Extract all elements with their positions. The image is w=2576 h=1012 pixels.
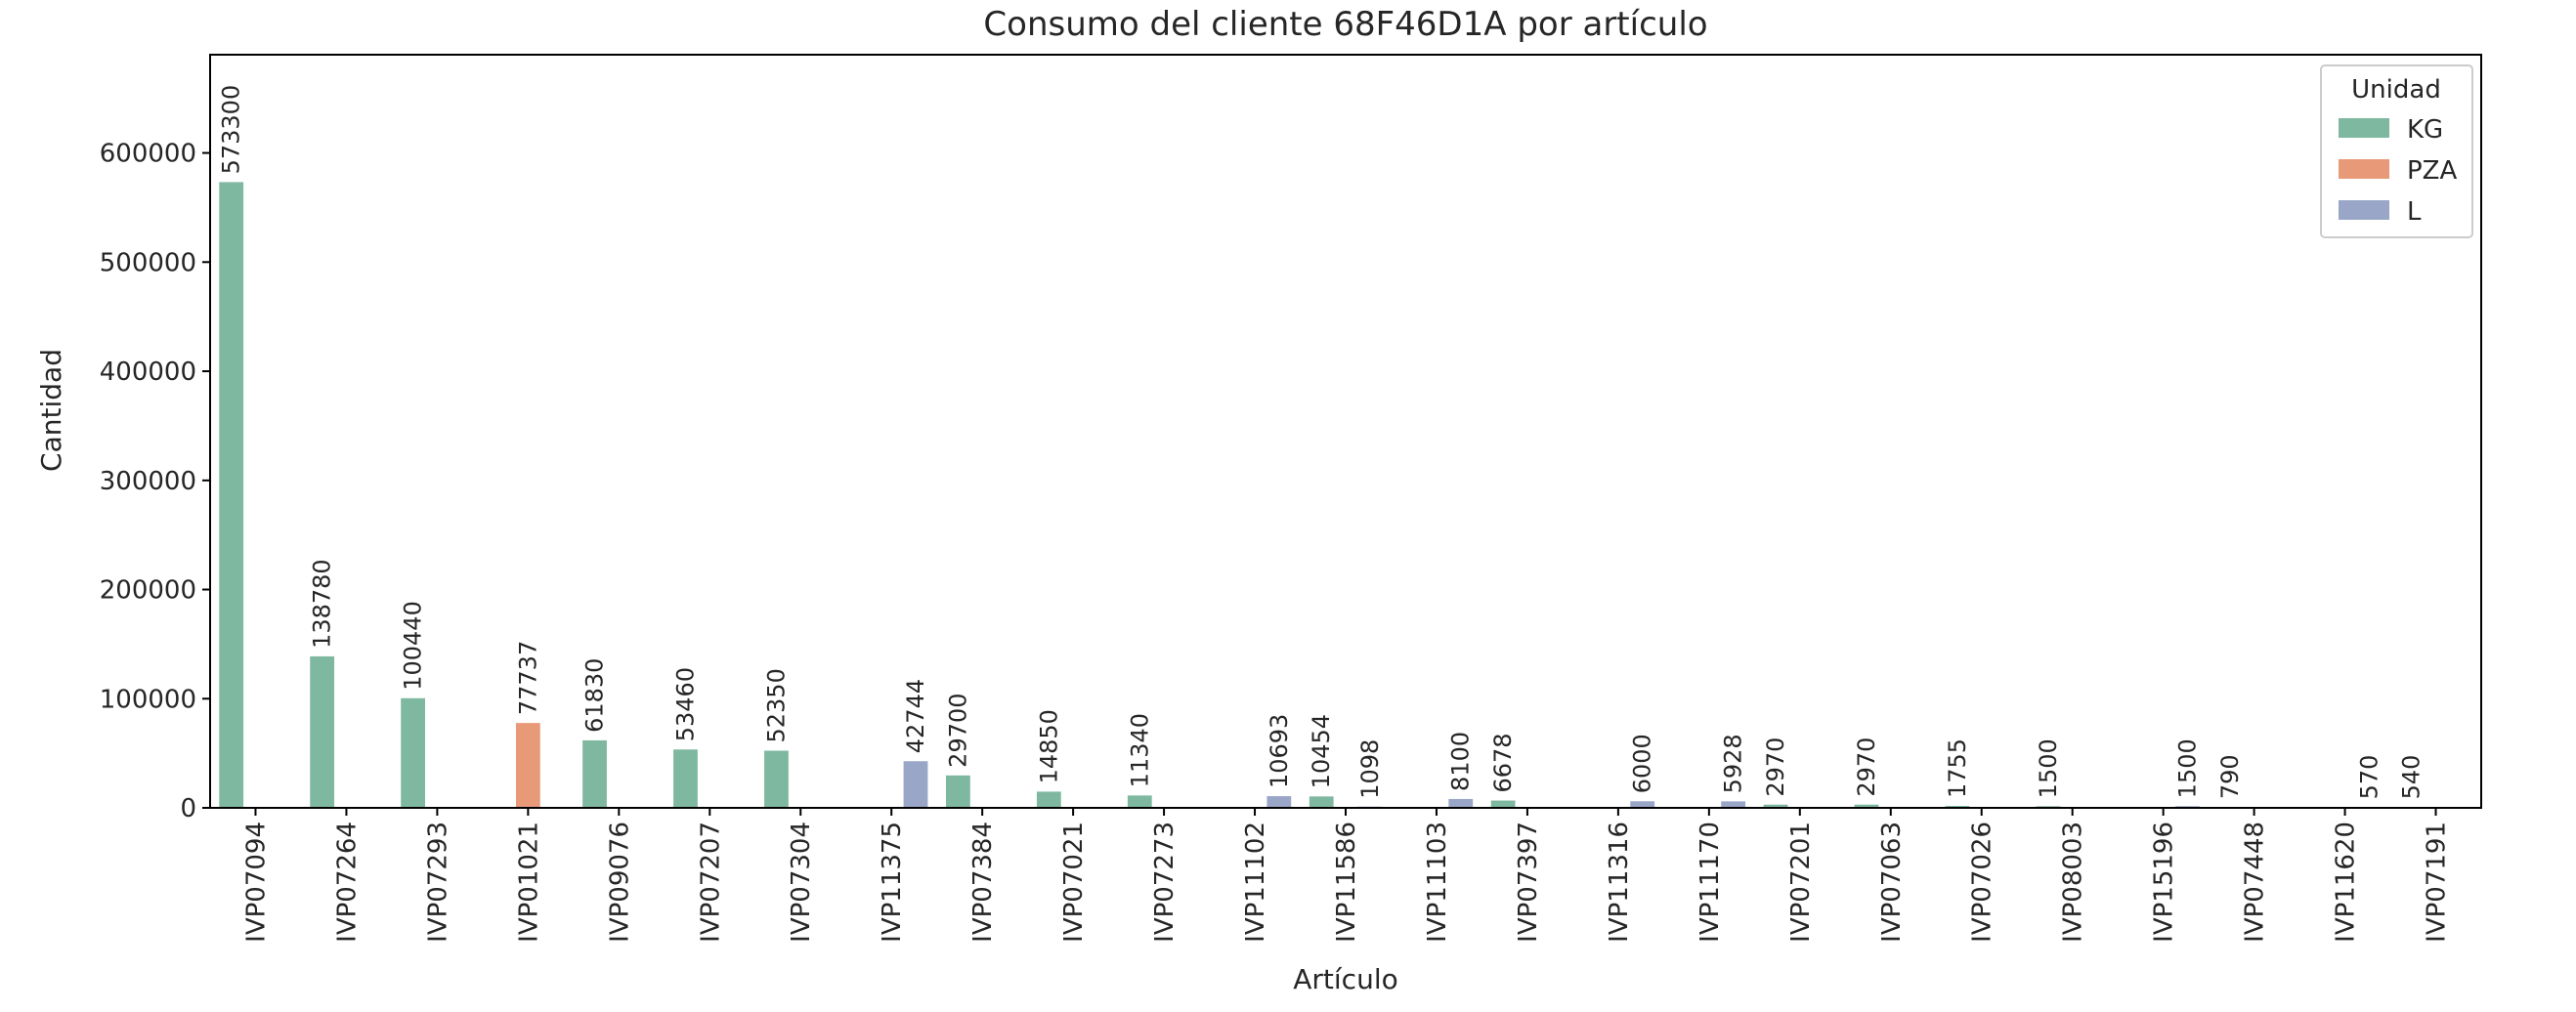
bar-value-label: 5928 bbox=[1720, 734, 1747, 793]
bar-value-label: 14850 bbox=[1035, 709, 1062, 783]
bar bbox=[903, 761, 928, 808]
bar-value-label: 42744 bbox=[902, 679, 929, 753]
x-axis-label: Artículo bbox=[1293, 963, 1397, 995]
x-tick-label: IVP07304 bbox=[787, 822, 816, 943]
legend-swatch bbox=[2339, 200, 2389, 220]
y-tick-label: 200000 bbox=[100, 576, 196, 606]
bar-value-label: 52350 bbox=[762, 668, 790, 742]
y-tick-label: 300000 bbox=[100, 467, 196, 496]
chart-title: Consumo del cliente 68F46D1A por artícul… bbox=[983, 5, 1707, 44]
x-tick-label: IVP01021 bbox=[514, 822, 543, 943]
x-tick-label: IVP07021 bbox=[1059, 822, 1089, 943]
bar bbox=[1854, 804, 1879, 808]
bar bbox=[1309, 796, 1334, 808]
x-tick-label: IVP09076 bbox=[605, 822, 634, 943]
x-tick-label: IVP07448 bbox=[2241, 822, 2270, 943]
x-tick-label: IVP07264 bbox=[332, 822, 362, 943]
bar bbox=[1036, 791, 1061, 808]
bar bbox=[582, 739, 607, 808]
y-tick-label: 600000 bbox=[100, 140, 196, 169]
bar bbox=[673, 749, 698, 808]
legend: Unidad KG PZA L bbox=[2320, 64, 2473, 238]
x-tick-label: IVP08003 bbox=[2059, 822, 2088, 943]
x-tick-label: IVP07026 bbox=[1968, 822, 1997, 943]
x-tick-label: IVP07397 bbox=[1514, 822, 1543, 943]
y-tick-label: 400000 bbox=[100, 358, 196, 387]
x-tick-label: IVP11170 bbox=[1696, 822, 1725, 943]
bar-value-label: 77737 bbox=[514, 641, 541, 715]
legend-swatch bbox=[2339, 118, 2389, 138]
bar bbox=[945, 775, 970, 808]
bar-value-label: 1500 bbox=[2173, 738, 2201, 798]
bar bbox=[1490, 800, 1516, 808]
bar bbox=[1127, 795, 1152, 808]
bar-value-label: 1755 bbox=[1944, 738, 1971, 798]
x-tick-label: IVP07207 bbox=[696, 822, 725, 943]
y-axis-label: Cantidad bbox=[35, 349, 67, 472]
y-tick-label: 500000 bbox=[100, 248, 196, 277]
x-tick-label: IVP11620 bbox=[2332, 822, 2361, 943]
x-tick-label: IVP07293 bbox=[423, 822, 452, 943]
legend-box bbox=[2320, 64, 2473, 238]
bar-value-label: 11340 bbox=[1126, 713, 1153, 787]
bar-value-label: 10693 bbox=[1266, 714, 1293, 788]
bar bbox=[1630, 801, 1655, 808]
bar bbox=[219, 182, 244, 809]
y-tick-label: 100000 bbox=[100, 685, 196, 714]
bar-value-label: 138780 bbox=[309, 559, 336, 649]
x-tick-label: IVP11375 bbox=[878, 822, 907, 943]
bar-value-label: 790 bbox=[2216, 754, 2244, 799]
y-tick-label: 0 bbox=[180, 794, 196, 823]
bar-value-label: 100440 bbox=[400, 601, 427, 691]
x-tick-label: IVP15196 bbox=[2150, 822, 2179, 943]
bar bbox=[515, 723, 540, 808]
bar bbox=[1448, 798, 1474, 808]
x-tick-label: IVP11316 bbox=[1605, 822, 1634, 943]
bar bbox=[401, 697, 426, 808]
legend-label: L bbox=[2407, 197, 2422, 227]
legend-label: KG bbox=[2407, 115, 2443, 145]
bar bbox=[1267, 796, 1292, 808]
bar-value-label: 8100 bbox=[1447, 732, 1475, 791]
bar-value-label: 6678 bbox=[1489, 733, 1517, 792]
bar-value-label: 10454 bbox=[1308, 714, 1335, 788]
x-tick-label: IVP07273 bbox=[1150, 822, 1180, 943]
legend-title: Unidad bbox=[2351, 75, 2441, 105]
bar-value-label: 2970 bbox=[1762, 738, 1789, 797]
x-tick-label: IVP11586 bbox=[1332, 822, 1361, 943]
x-tick-label: IVP11102 bbox=[1241, 822, 1270, 943]
x-tick-label: IVP07384 bbox=[968, 822, 998, 943]
bar-value-label: 6000 bbox=[1629, 734, 1656, 793]
y-axis: 0 100000 200000 300000 400000 500000 600000 bbox=[100, 140, 210, 823]
bar-value-label: 570 bbox=[2355, 755, 2383, 800]
bar-value-label: 1500 bbox=[2035, 738, 2062, 798]
bar-value-label: 2970 bbox=[1853, 738, 1880, 797]
bar-value-label: 540 bbox=[2398, 755, 2426, 800]
x-tick-label: IVP07094 bbox=[241, 822, 271, 943]
x-tick-label: IVP11103 bbox=[1423, 822, 1452, 943]
bar-value-label: 1098 bbox=[1356, 739, 1384, 799]
bar-value-label: 53460 bbox=[671, 667, 699, 741]
bar-value-label: 573300 bbox=[218, 85, 245, 175]
bar-value-label: 29700 bbox=[944, 693, 971, 767]
legend-label: PZA bbox=[2407, 156, 2457, 186]
bars-layer: 573300 138780 100440 77737 61830 53460 52350 42… bbox=[218, 85, 2426, 809]
bar bbox=[764, 750, 789, 808]
x-tick-label: IVP07063 bbox=[1877, 822, 1907, 943]
bar bbox=[1763, 804, 1788, 808]
legend-swatch bbox=[2339, 159, 2389, 179]
x-tick-label: IVP07191 bbox=[2423, 822, 2452, 943]
x-tick-label: IVP07201 bbox=[1786, 822, 1816, 943]
bar-value-label: 61830 bbox=[581, 658, 609, 733]
bar bbox=[1721, 801, 1746, 808]
plot-frame bbox=[209, 54, 2482, 809]
bar bbox=[310, 655, 335, 808]
x-axis: IVP07094 IVP07264 IVP07293 IVP01021 IVP09076… bbox=[241, 808, 2452, 943]
